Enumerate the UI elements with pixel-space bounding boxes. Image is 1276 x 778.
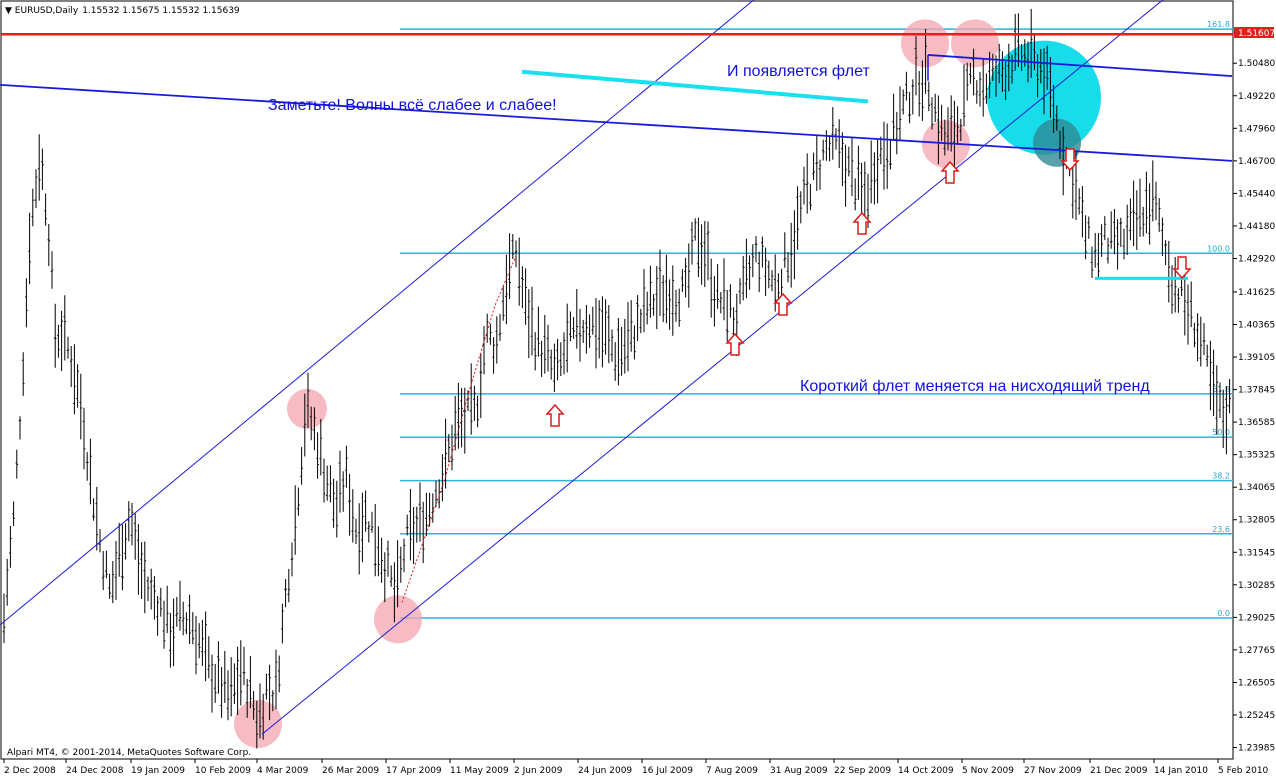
annotation-waves-weaker: Заметьте! Волны всё слабее и слабее! — [268, 97, 557, 114]
x-tick-label: 24 Dec 2008 — [66, 766, 124, 776]
x-tick-label: 14 Oct 2009 — [898, 766, 954, 776]
arrow-down-icon — [1172, 256, 1192, 280]
trend-lines — [0, 0, 1233, 735]
y-tick-label: 1.45440 — [1238, 189, 1275, 199]
y-tick-label: 1.37845 — [1238, 386, 1275, 396]
x-tick-label: 22 Sep 2009 — [834, 766, 891, 776]
y-tick-label: 1.50480 — [1238, 59, 1275, 69]
price-bars — [2, 8, 1231, 749]
x-tick-label: 21 Dec 2009 — [1090, 766, 1148, 776]
horizontal-channel-line — [0, 84, 1233, 162]
x-tick-label: 11 May 2009 — [450, 766, 509, 776]
x-tick-label: 2 Dec 2008 — [4, 766, 56, 776]
fib-level-label: 161.8 — [1207, 20, 1230, 29]
current-price-tag: 1.51607 — [1234, 27, 1275, 39]
annotation-short-flat: Короткий флет меняется на нисходящий тре… — [800, 378, 1150, 395]
x-tick-label: 31 Aug 2009 — [770, 766, 828, 776]
flat-top-line — [927, 54, 1233, 78]
x-tick-label: 10 Feb 2009 — [195, 766, 251, 776]
y-tick-label: 1.34065 — [1238, 483, 1275, 493]
price-axis: 1.50480 1.49220 1.47960 1.46700 1.45440 1.441… — [1233, 59, 1275, 754]
y-tick-label: 1.27765 — [1238, 646, 1275, 656]
fib-level-label: 61.8 — [1212, 385, 1230, 394]
x-tick-label: 16 Jul 2009 — [642, 766, 693, 776]
fib-level-label: 38.2 — [1212, 472, 1230, 481]
x-tick-label: 24 Jun 2009 — [578, 766, 632, 776]
y-tick-label: 1.32805 — [1238, 516, 1275, 526]
y-tick-label: 1.39105 — [1238, 353, 1275, 363]
x-tick-label: 27 Nov 2009 — [1024, 766, 1082, 776]
chevron-down-icon[interactable]: ▼ — [5, 6, 15, 16]
y-tick-label: 1.40365 — [1238, 320, 1275, 330]
fib-level-label: 0.0 — [1217, 609, 1230, 618]
fib-level-label: 100.0 — [1207, 244, 1230, 253]
y-tick-label: 1.35325 — [1238, 451, 1275, 461]
arrow-up-icon — [773, 292, 793, 316]
current-price-label: 1.51607 — [1238, 29, 1275, 39]
copyright-label: Alpari MT4, © 2001-2014, MetaQuotes Soft… — [7, 748, 251, 758]
highlight-circle — [951, 19, 999, 68]
y-tick-label: 1.29025 — [1238, 613, 1275, 623]
x-tick-label: 26 Mar 2009 — [322, 766, 379, 776]
x-tick-label: 17 Apr 2009 — [386, 766, 442, 776]
highlight-circle — [374, 595, 422, 644]
x-tick-label: 2 Jun 2009 — [514, 766, 563, 776]
x-tick-label: 7 Aug 2009 — [706, 766, 758, 776]
x-tick-label: 5 Feb 2010 — [1218, 766, 1269, 776]
chart-symbol-header: ▼ EURUSD,Daily 1.15532 1.15675 1.15532 1.… — [5, 6, 240, 16]
highlight-circle — [287, 388, 327, 429]
arrow-up-icon — [852, 211, 872, 235]
y-tick-label: 1.46700 — [1238, 157, 1275, 167]
annotation-flat-appears: И появляется флет — [727, 63, 870, 80]
y-tick-label: 1.49220 — [1238, 92, 1275, 102]
y-tick-label: 1.47960 — [1238, 124, 1275, 134]
impulse-dotted-line — [401, 253, 518, 603]
y-tick-label: 1.44180 — [1238, 222, 1275, 232]
x-tick-label: 5 Nov 2009 — [962, 766, 1014, 776]
fib-level-label: 50.0 — [1212, 428, 1230, 437]
y-tick-label: 1.30285 — [1238, 581, 1275, 591]
arrow-up-icon — [725, 332, 745, 356]
weaker-waves-marker-line — [521, 69, 869, 104]
arrow-up-icon — [545, 403, 565, 427]
y-tick-label: 1.31545 — [1238, 548, 1275, 558]
y-tick-label: 1.25245 — [1238, 711, 1275, 721]
y-tick-label: 1.26505 — [1238, 678, 1275, 688]
x-tick-label: 19 Jan 2009 — [131, 766, 185, 776]
arrow-up-icon — [940, 160, 960, 184]
y-tick-label: 1.42920 — [1238, 254, 1275, 264]
chart-ohlc: 1.15532 1.15675 1.15532 1.15639 — [82, 6, 240, 16]
current-price-box — [1234, 27, 1274, 38]
channel-upper-line — [0, 0, 755, 626]
fib-level-label: 23.6 — [1212, 525, 1230, 534]
y-tick-label: 1.36585 — [1238, 418, 1275, 428]
signal-arrows — [545, 148, 1192, 427]
highlight-circle — [901, 19, 949, 68]
ohlc-bars — [2, 8, 1231, 749]
time-axis: 2 Dec 2008 24 Dec 2008 19 Jan 2009 10 Feb 2… — [3, 759, 1269, 776]
y-tick-label: 1.41625 — [1238, 288, 1275, 298]
y-tick-label: 1.23985 — [1238, 744, 1275, 754]
fibonacci-levels: 161.8 100.0 61.8 50.0 38.2 23.6 0.0 — [400, 20, 1233, 619]
x-tick-label: 14 Jan 2010 — [1154, 766, 1208, 776]
arrow-down-icon — [1060, 148, 1080, 172]
x-tick-label: 4 Mar 2009 — [257, 766, 309, 776]
chart-title: EURUSD,Daily — [15, 6, 79, 16]
